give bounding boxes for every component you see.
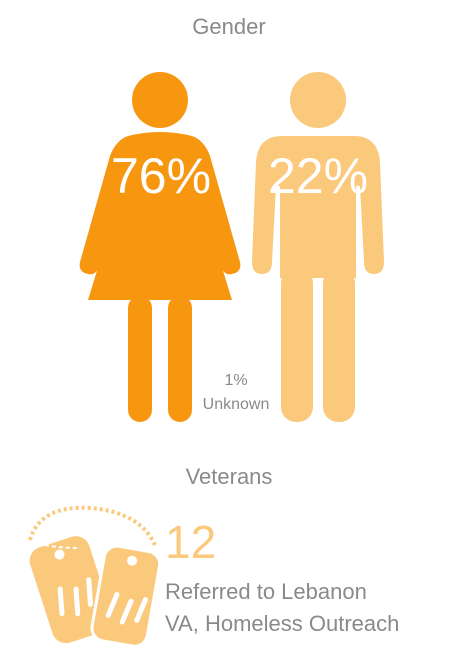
male-figure [252,72,384,422]
veterans-title: Veterans [186,464,273,489]
veterans-description-line: VA, Homeless Outreach [165,611,399,636]
unknown-percent: 1% [224,372,247,389]
veterans-count: 12 [165,516,216,568]
female-figure [79,72,241,422]
female-percent: 76% [111,148,211,204]
veterans-description-line: Referred to Lebanon [165,579,367,604]
male-percent: 22% [268,148,368,204]
dog-tags-icon [28,505,162,648]
unknown-label: Unknown [203,396,270,413]
gender-title: Gender [192,14,265,39]
